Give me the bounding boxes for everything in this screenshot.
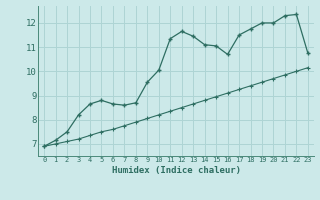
- X-axis label: Humidex (Indice chaleur): Humidex (Indice chaleur): [111, 166, 241, 175]
